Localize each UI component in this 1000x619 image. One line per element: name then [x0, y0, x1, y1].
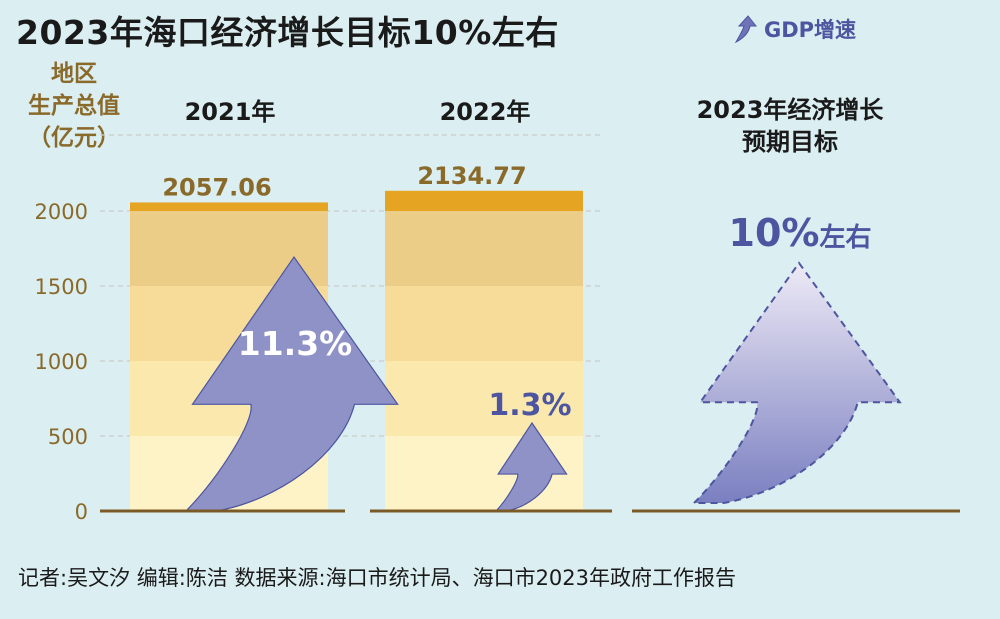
footer-credits: 记者:吴文汐 编辑:陈洁 数据来源:海口市统计局、海口市2023年政府工作报告 [18, 566, 737, 590]
bar-value-label: 2134.77 [417, 162, 526, 190]
bar-band [385, 286, 583, 361]
bar-value-label: 2057.06 [162, 173, 271, 201]
growth-arrow-target [691, 261, 902, 504]
up-arrow-icon [734, 15, 758, 43]
y-axis-title: 地区 生产总值 （亿元） [10, 58, 138, 154]
page-title: 2023年海口经济增长目标10%左右 [16, 13, 559, 52]
y-axis-title-line2: 生产总值 [28, 93, 120, 119]
growth-label: 1.3% [488, 388, 571, 423]
column-header-2023-target: 2023年经济增长 预期目标 [640, 94, 940, 158]
y-tick-label: 2000 [35, 200, 88, 224]
column-header-2023-line1: 2023年经济增长 [696, 96, 884, 124]
legend-label: GDP增速 [764, 18, 857, 42]
bar-top [385, 190, 583, 211]
growth-arrow [494, 421, 568, 512]
column-header-2022: 2022年 [439, 98, 531, 126]
y-axis-title-line3: （亿元） [28, 125, 120, 151]
y-tick-label: 0 [75, 500, 88, 524]
y-tick-label: 500 [48, 425, 88, 449]
growth-arrow [184, 255, 399, 512]
bar-band [385, 361, 583, 436]
growth-label: 10%左右 [729, 211, 872, 255]
column-header-2021: 2021年 [184, 98, 276, 126]
bar [385, 190, 583, 511]
bar-top [130, 202, 328, 211]
growth-label: 11.3% [238, 324, 353, 363]
y-tick-label: 1000 [35, 350, 88, 374]
y-axis-title-line1: 地区 [51, 61, 97, 87]
y-tick-label: 1500 [35, 275, 88, 299]
legend: GDP增速 [732, 14, 856, 44]
bar-band [385, 211, 583, 286]
growth-label-suffix: 左右 [819, 223, 871, 253]
column-header-2023-line2: 预期目标 [742, 128, 838, 156]
